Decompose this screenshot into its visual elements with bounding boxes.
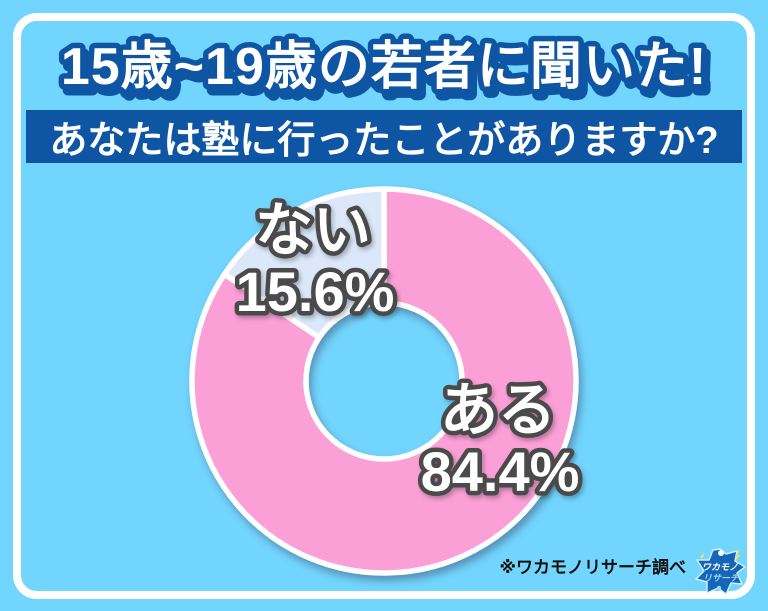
slice-label-name-1: ない: [255, 198, 371, 263]
slice-label-value-1: 15.6%: [236, 260, 395, 323]
logo-lightning-icon: [734, 547, 741, 563]
donut-ring: [189, 186, 579, 576]
question-banner-text: あなたは塾に行ったことがありますか?: [49, 120, 719, 162]
page-title-shadow-text: 15歳~19歳の若者に聞いた!: [65, 44, 711, 102]
source-note: ※ワカモノリサーチ調べ: [499, 558, 686, 577]
page-title-text: 15歳~19歳の若者に聞いた!: [61, 38, 707, 96]
logo-dot-bottom-icon: [716, 585, 722, 591]
logo-lightning-icon-small: [700, 553, 704, 558]
page-title: 15歳~19歳の若者に聞いた! 15歳~19歳の若者に聞いた!: [55, 33, 715, 108]
logo-text-line1: ワカモノ: [702, 562, 739, 572]
wakamono-research-logo: ワカモノ リサーチ: [695, 547, 746, 595]
donut-slice-0: [189, 186, 579, 576]
logo-dot-icon: [718, 550, 724, 556]
question-banner: あなたは塾に行ったことがありますか?: [26, 110, 742, 163]
logo-text-line2: リサーチ: [703, 573, 740, 583]
donut-slice-1: [221, 186, 387, 341]
slice-label-name-0: ある: [440, 378, 556, 443]
slice-label-value-0: 84.4%: [421, 440, 580, 503]
logo-splash-shape: [695, 548, 746, 595]
